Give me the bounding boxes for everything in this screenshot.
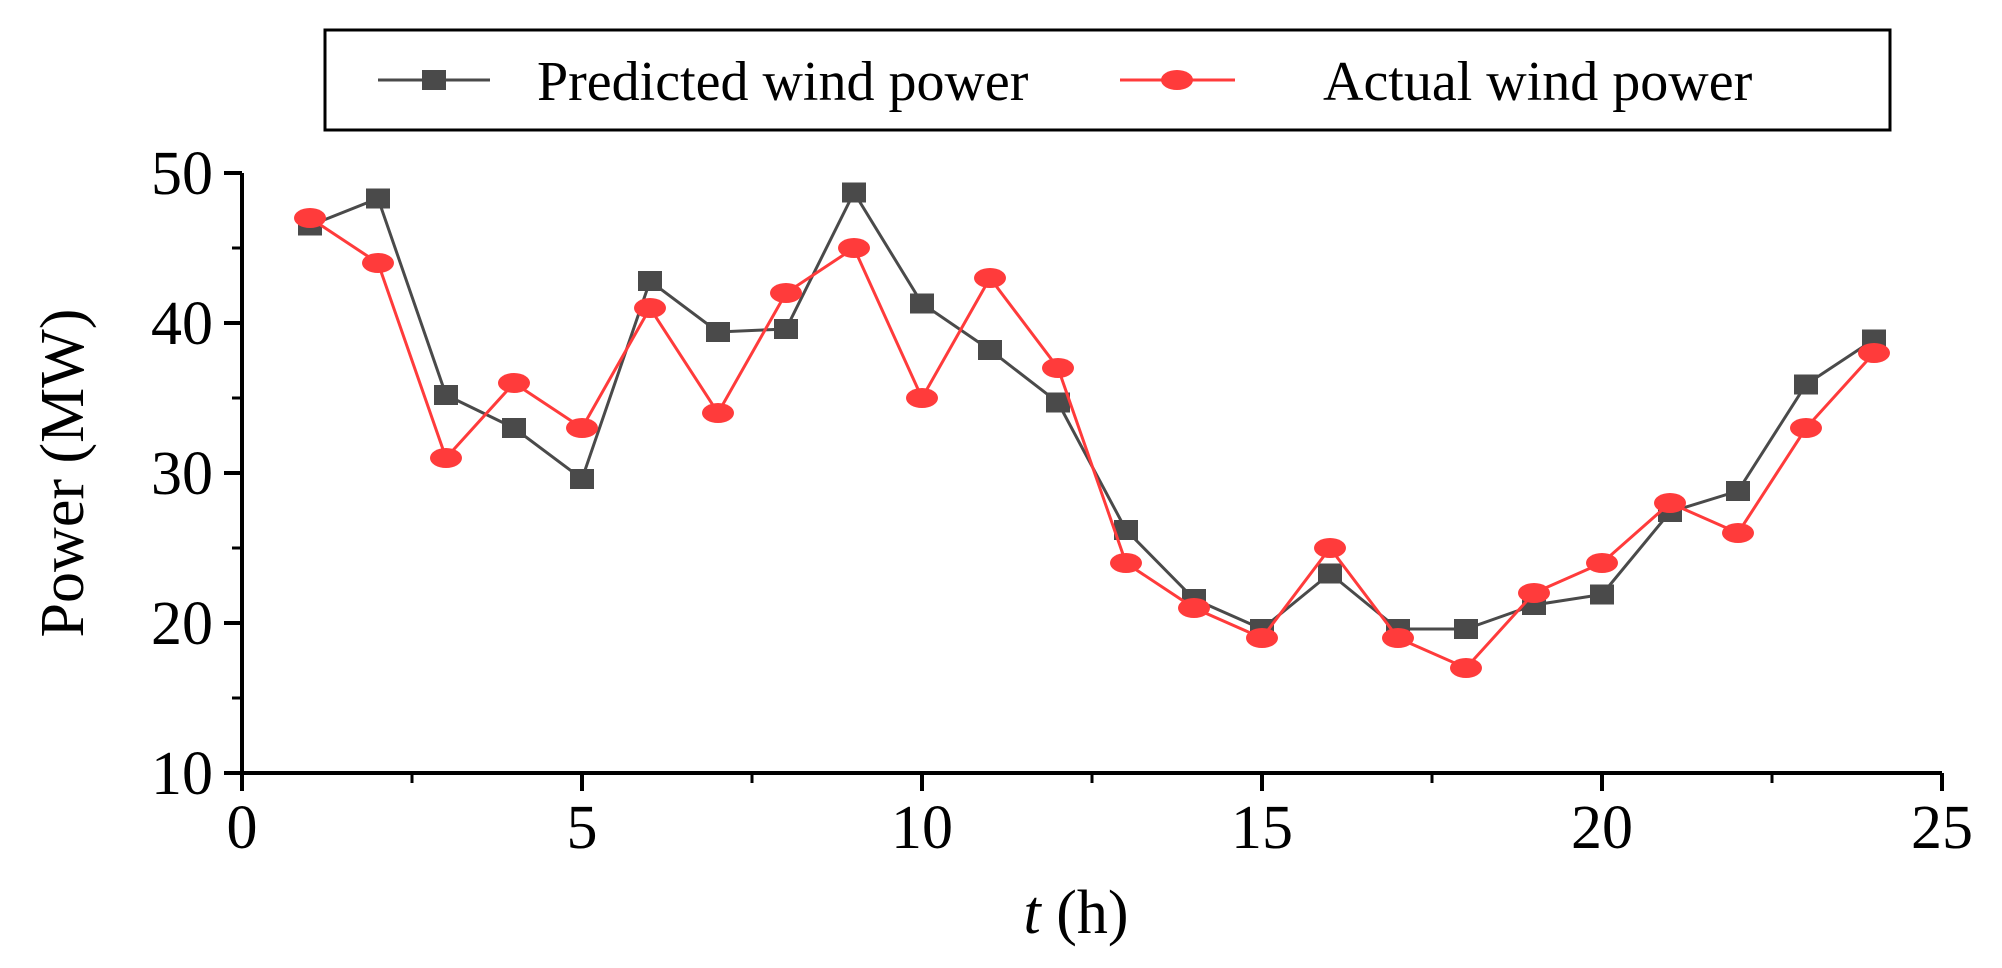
legend-item-actual: Actual wind power bbox=[1120, 51, 1753, 113]
legend-item-predicted: Predicted wind power bbox=[378, 51, 1029, 113]
legend-marker bbox=[422, 70, 446, 90]
data-point bbox=[774, 319, 798, 339]
data-point bbox=[362, 253, 394, 273]
series-predicted bbox=[298, 182, 1886, 639]
data-point bbox=[566, 418, 598, 438]
y-tick-label: 40 bbox=[151, 290, 213, 358]
data-point bbox=[634, 298, 666, 318]
data-point bbox=[838, 238, 870, 258]
data-point bbox=[570, 469, 594, 489]
data-point bbox=[1722, 523, 1754, 543]
x-tick-label: 10 bbox=[891, 794, 953, 862]
data-point bbox=[1590, 584, 1614, 605]
legend-marker bbox=[1161, 70, 1193, 90]
data-point bbox=[702, 403, 734, 423]
legend-label: Actual wind power bbox=[1323, 51, 1753, 113]
data-point bbox=[1654, 493, 1686, 513]
data-point bbox=[502, 418, 526, 438]
x-tick-label: 25 bbox=[1911, 794, 1973, 862]
y-tick-label: 50 bbox=[151, 140, 213, 208]
x-tick-label: 5 bbox=[567, 794, 598, 862]
y-axis-title: Power (MW) bbox=[29, 309, 97, 638]
data-point bbox=[1110, 553, 1142, 573]
data-point bbox=[434, 385, 458, 405]
data-point bbox=[1246, 628, 1278, 648]
data-point bbox=[1858, 343, 1890, 363]
series-layer bbox=[294, 182, 1890, 678]
data-point bbox=[1726, 481, 1750, 501]
data-point bbox=[842, 182, 866, 203]
y-tick-label: 10 bbox=[151, 740, 213, 808]
legend-label: Predicted wind power bbox=[537, 51, 1029, 113]
x-tick-label: 20 bbox=[1571, 794, 1633, 862]
data-point bbox=[638, 271, 662, 291]
x-tick-label: 15 bbox=[1231, 794, 1293, 862]
data-point bbox=[1450, 658, 1482, 678]
y-tick-label: 20 bbox=[151, 590, 213, 658]
series-actual bbox=[294, 208, 1890, 678]
x-axis-title-unit: (h) bbox=[1041, 879, 1129, 947]
data-point bbox=[1314, 538, 1346, 558]
data-point bbox=[1178, 598, 1210, 618]
x-axis-title-variable: t bbox=[1023, 879, 1042, 947]
data-point bbox=[974, 268, 1006, 288]
data-point bbox=[1454, 619, 1478, 639]
data-point bbox=[1586, 553, 1618, 573]
data-point bbox=[1318, 563, 1342, 584]
data-point bbox=[366, 188, 390, 209]
data-point bbox=[1042, 358, 1074, 378]
data-point bbox=[706, 322, 730, 342]
data-point bbox=[294, 208, 326, 228]
data-point bbox=[770, 283, 802, 303]
data-point bbox=[498, 373, 530, 393]
axes: 0 5 10 15 20 25 10 20 30 40 50 bbox=[151, 140, 1973, 862]
data-point bbox=[1046, 392, 1070, 413]
y-tick-label: 30 bbox=[151, 440, 213, 508]
data-point bbox=[906, 388, 938, 408]
x-axis-title: t (h) bbox=[1023, 879, 1128, 947]
data-point bbox=[1518, 583, 1550, 603]
data-point bbox=[910, 293, 934, 314]
series-line bbox=[309, 216, 1876, 670]
data-point bbox=[1794, 374, 1818, 395]
data-point bbox=[1114, 520, 1138, 540]
x-tick-label: 0 bbox=[227, 794, 258, 862]
series-line bbox=[309, 189, 1875, 631]
data-point bbox=[430, 448, 462, 468]
legend: Predicted wind power Actual wind power bbox=[323, 28, 1892, 132]
data-point bbox=[1382, 628, 1414, 648]
data-point bbox=[1790, 418, 1822, 438]
legend-box bbox=[323, 28, 1892, 132]
data-point bbox=[978, 340, 1002, 360]
